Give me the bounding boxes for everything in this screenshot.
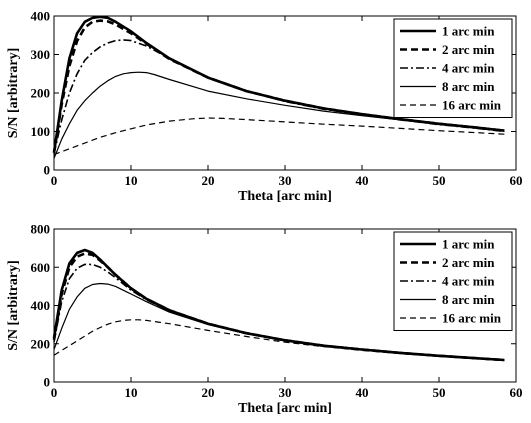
y-tick-label: 100	[31, 124, 51, 139]
series-line-8-arc-min	[53, 71, 505, 159]
top-chart: 0 10 20 30 40 50 60 0 100 200 300 400 Theta [arc min…	[6, 9, 523, 205]
x-tick-label: 20	[202, 385, 215, 400]
series-line-4-arc-min	[53, 39, 505, 154]
x-tick-label: 30	[279, 385, 292, 400]
x-axis-label: Theta [arc min]	[238, 189, 332, 204]
x-axis-label: Theta [arc min]	[238, 401, 332, 416]
y-tick-label: 400	[31, 9, 51, 24]
legend-box	[393, 231, 513, 331]
x-tick-label: 10	[125, 173, 138, 188]
legend-label: 2 arc min	[442, 255, 495, 270]
x-tick-label: 40	[356, 173, 369, 188]
y-tick-label: 0	[44, 375, 51, 390]
legend-label: 16 arc min	[442, 98, 502, 113]
y-tick-label: 600	[31, 260, 51, 275]
y-tick-label: 400	[31, 298, 51, 313]
x-tick-label: 40	[356, 385, 369, 400]
y-axis-label: S/N [arbitrary]	[6, 48, 21, 139]
legend: 1 arc min 2 arc min 4 arc min 8 arc min 16 a…	[393, 231, 513, 331]
legend-label: 1 arc min	[442, 237, 495, 252]
x-tick-label: 60	[510, 385, 523, 400]
y-tick-label: 300	[31, 47, 51, 62]
series-line-16-arc-min	[53, 319, 505, 362]
series-line-16-arc-min	[53, 117, 505, 156]
x-tick-label: 60	[510, 173, 523, 188]
legend-label: 8 arc min	[442, 292, 495, 307]
legend-label: 1 arc min	[442, 24, 495, 39]
legend-label: 8 arc min	[442, 79, 495, 94]
y-axis-label: S/N [arbitrary]	[6, 260, 21, 351]
y-tick-label: 200	[31, 86, 51, 101]
x-tick-label: 0	[51, 173, 58, 188]
x-tick-label: 0	[51, 385, 58, 400]
legend: 1 arc min 2 arc min 4 arc min 8 arc min 16 a…	[393, 18, 513, 118]
legend-box	[393, 18, 513, 118]
x-tick-label: 10	[125, 385, 138, 400]
x-tick-label: 20	[202, 173, 215, 188]
y-tick-label: 0	[44, 163, 51, 178]
x-tick-label: 30	[279, 173, 292, 188]
legend-label: 4 arc min	[442, 274, 495, 289]
x-tick-label: 50	[433, 385, 446, 400]
y-tick-label: 200	[31, 336, 51, 351]
legend-label: 4 arc min	[442, 61, 495, 76]
x-tick-label: 50	[433, 173, 446, 188]
legend-label: 2 arc min	[442, 42, 495, 57]
y-tick-label: 800	[31, 222, 51, 237]
legend-label: 16 arc min	[442, 311, 502, 326]
